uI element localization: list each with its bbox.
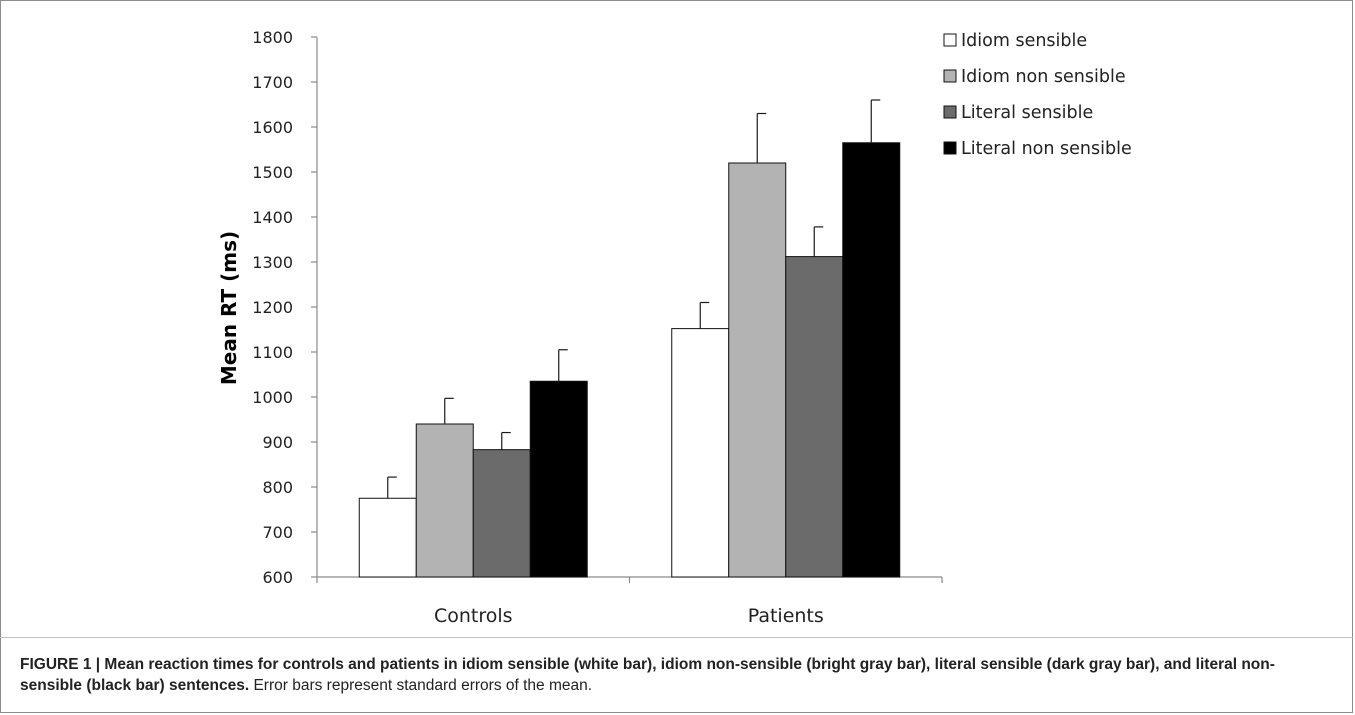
bar-chart: 600 700 800 900 1000 1100 1200 1300 1400 1500 1600… — [217, 28, 1132, 627]
bar — [728, 162, 787, 578]
y-tick-label: 700 — [262, 523, 293, 542]
y-tick-label: 1700 — [252, 73, 293, 92]
legend-swatch — [943, 105, 957, 119]
y-tick-label: 1600 — [252, 118, 293, 137]
bar — [842, 142, 901, 578]
y-tick-label: 1200 — [252, 298, 293, 317]
x-category-label: Patients — [748, 605, 824, 627]
y-tick-label: 1100 — [252, 343, 293, 362]
y-tick-label: 1300 — [252, 253, 293, 272]
legend-swatch — [943, 141, 957, 155]
caption-title: FIGURE 1 | Mean reaction times for contr… — [20, 656, 1275, 694]
bar — [671, 328, 730, 578]
legend-label: Literal non sensible — [961, 139, 1132, 159]
y-tick-label: 1000 — [252, 388, 293, 407]
legend-swatch — [943, 33, 957, 47]
bar — [529, 380, 588, 578]
legend-label: Literal sensible — [961, 103, 1093, 123]
y-tick-label: 1800 — [252, 28, 293, 47]
bar — [472, 449, 531, 578]
caption-text: Error bars represent standard errors of … — [253, 677, 593, 694]
y-axis-title: Mean RT (ms) — [217, 231, 241, 385]
bar — [358, 497, 417, 578]
y-tick-label: 800 — [262, 478, 293, 497]
y-tick-label: 1500 — [252, 163, 293, 182]
legend-label: Idiom sensible — [961, 31, 1087, 51]
legend-swatch — [943, 69, 957, 83]
bar — [415, 423, 474, 578]
y-tick-label: 900 — [262, 433, 293, 452]
plot-area: 600 700 800 900 1000 1100 1200 1300 1400 1500 1600… — [252, 28, 1131, 627]
x-category-label: Controls — [434, 605, 513, 627]
legend-label: Idiom non sensible — [961, 67, 1126, 87]
caption-divider — [0, 637, 1353, 638]
figure-caption: FIGURE 1 | Mean reaction times for contr… — [20, 654, 1330, 696]
bar — [785, 256, 844, 578]
y-tick-label: 600 — [262, 568, 293, 587]
y-tick-label: 1400 — [252, 208, 293, 227]
